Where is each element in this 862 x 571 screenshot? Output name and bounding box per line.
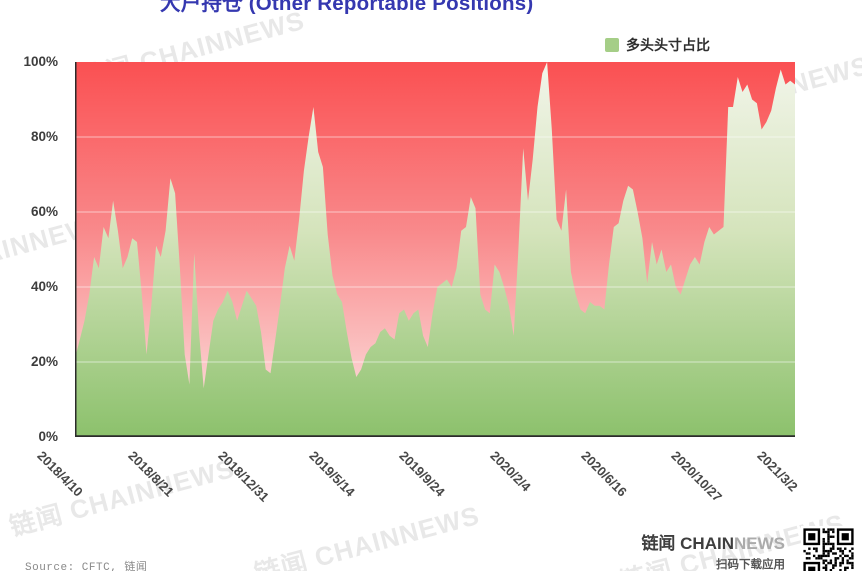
x-axis-label: 2020/6/16 [577, 448, 630, 500]
x-axis-label: 2018/8/21 [124, 448, 177, 500]
x-axis-label: 2018/12/31 [215, 448, 273, 505]
plot-area [75, 62, 795, 437]
watermark-text: 链闻 CHAINNEWS [251, 499, 483, 571]
qr-code [801, 526, 856, 571]
x-axis-label: 2021/3/2 [754, 448, 801, 495]
y-axis-label: 80% [30, 129, 58, 144]
source-note: Source: CFTC, 链闻 [25, 562, 148, 571]
x-axis-label: 2018/4/10 [34, 448, 86, 500]
legend-item-long-ratio[interactable]: 多头头寸占比 [605, 35, 710, 55]
y-axis-label: 20% [30, 354, 58, 369]
x-axis-label: 2019/5/14 [306, 448, 358, 500]
legend-swatch-icon [605, 38, 619, 52]
brand-name-light: NEWS [734, 534, 785, 553]
footer-brand: 链闻 CHAINNEWS 扫码下载应用 [641, 535, 785, 571]
x-axis-label: 2020/10/27 [668, 448, 726, 505]
brand-name-dark: 链闻 CHAIN [641, 534, 734, 553]
footer-tagline: 扫码下载应用 [716, 559, 785, 571]
brand-logo: 链闻 CHAINNEWS [641, 535, 785, 553]
x-axis-label: 2019/9/24 [396, 448, 449, 500]
y-axis-label: 60% [30, 204, 58, 219]
y-axis-label: 100% [23, 54, 58, 69]
legend-label: 多头头寸占比 [626, 37, 710, 53]
area-chart [75, 62, 795, 437]
y-axis-label: 40% [30, 279, 58, 294]
x-axis-label: 2020/2/4 [487, 448, 534, 495]
y-axis-label: 0% [38, 429, 58, 444]
chart-title: 大户持仓 (Other Reportable Positions) [160, 0, 534, 15]
